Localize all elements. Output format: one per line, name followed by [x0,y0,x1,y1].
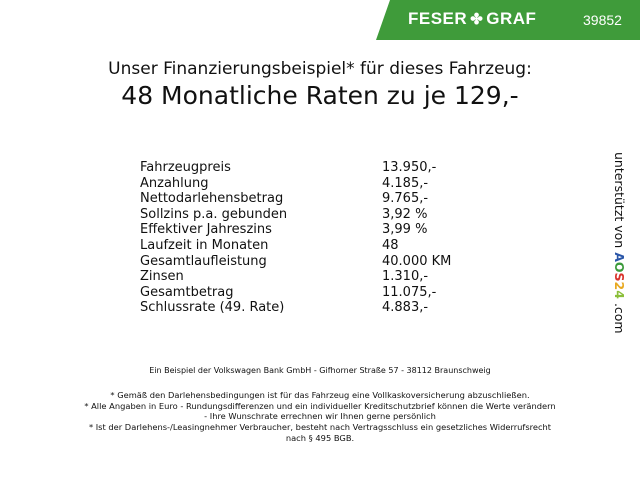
row-value: 48 [382,237,399,253]
row-value: 13.950,- [382,160,437,175]
row-value: 1.310,- [382,269,429,285]
footnote: - Ihre Wunschrate errechnen wir Ihnen ge… [204,411,436,422]
footnote: * Gemäß den Darlehensbedingungen ist für… [110,390,530,400]
table-row: Nettodarlehensbetrag 9.765,- [140,191,460,207]
row-label: Zinsen [140,269,184,285]
row-label: Laufzeit in Monaten [140,237,269,253]
footnotes: * Gemäß den Darlehensbedingungen ist für… [30,390,610,444]
footnote: * Ist der Darlehens-/Leasingnehmer Verbr… [88,422,552,433]
brand-logo: FESER ✤ GRAF [408,9,536,29]
supported-by-text: unterstützt von [612,152,627,249]
supported-by: unterstützt von AOS24 .com [612,152,627,334]
row-value: 40.000 KM [382,253,452,269]
row-value: 9.765,- [382,191,429,207]
table-row: Schlussrate (49. Rate) 4.883,- [140,300,460,316]
row-label: Gesamtlaufleistung [140,253,267,269]
vehicle-code: 39852 [583,12,622,28]
table-row: Fahrzeugpreis 13.950,- [140,160,460,176]
row-value: 3,99 % [382,222,428,238]
bank-info: Ein Beispiel der Volkswagen Bank GmbH - … [149,366,491,375]
finance-table: Fahrzeugpreis 13.950,- Anzahlung 4.185,- Net… [140,160,460,316]
row-label: Fahrzeugpreis [140,160,231,175]
aos24-logo: AOS24 [612,252,627,299]
table-row: Effektiver Jahreszins 3,99 % [140,222,460,238]
table-row: Sollzins p.a. gebunden 3,92 % [140,207,460,223]
row-label: Schlussrate (49. Rate) [140,300,285,316]
table-row: Laufzeit in Monaten 48 [140,238,460,254]
table-row: Zinsen 1.310,- [140,269,460,285]
supported-by-suffix: .com [612,302,627,334]
clover-icon: ✤ [470,11,484,28]
table-row: Gesamtlaufleistung 40.000 KM [140,254,460,270]
row-label: Gesamtbetrag [140,284,234,300]
footnote: nach § 495 BGB. [285,432,355,443]
footnote: * Alle Angaben in Euro - Rundungsdiffere… [84,400,556,411]
table-row: Gesamtbetrag 11.075,- [140,285,460,301]
row-label: Effektiver Jahreszins [140,222,272,238]
row-label: Nettodarlehensbetrag [140,191,284,207]
title-line2: 48 Monatliche Raten zu je 129,- [121,81,519,110]
brand-right: GRAF [486,9,537,28]
row-value: 3,92 % [382,206,428,222]
brand-left: FESER [408,9,468,28]
table-row: Anzahlung 4.185,- [140,176,460,192]
row-label: Sollzins p.a. gebunden [140,206,288,222]
row-value: 4.883,- [382,300,429,316]
row-label: Anzahlung [140,175,209,191]
title-line1: Unser Finanzierungsbeispiel* für dieses … [108,59,532,79]
row-value: 4.185,- [382,175,429,191]
row-value: 11.075,- [382,284,437,300]
header-banner [376,0,640,40]
